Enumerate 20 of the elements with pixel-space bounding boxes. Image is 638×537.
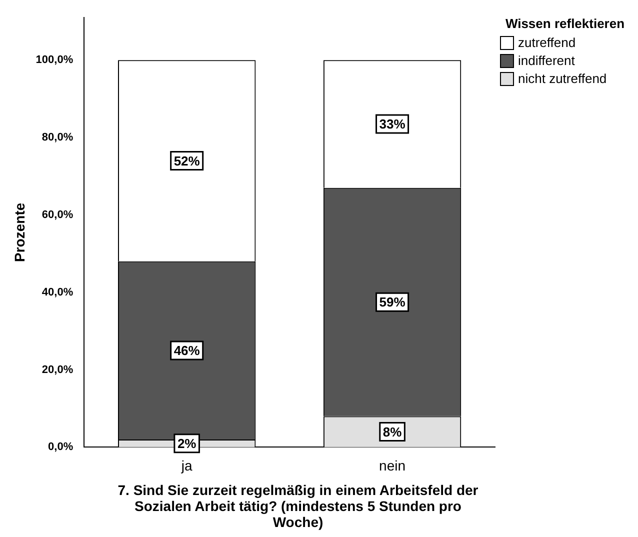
x-axis-title: 7. Sind Sie zurzeit regelmäßig in einem Arbeitsfeld der Sozialen Arbeit tätig? (mindestens 5 Stunden pro Woche) xyxy=(116,482,480,530)
x-tick-label: nein xyxy=(379,457,406,474)
legend-title: Wissen reflektieren xyxy=(504,16,626,31)
legend-label: nicht zutreffend xyxy=(518,71,607,86)
y-tick-label: 80,0% xyxy=(42,132,74,144)
legend-label: indifferent xyxy=(518,53,575,68)
data-label: 59% xyxy=(379,294,406,310)
data-label: 8% xyxy=(382,424,402,440)
text: zutreffend xyxy=(518,35,576,50)
y-tick-label: 100,0% xyxy=(36,54,74,66)
y-tick-label: 20,0% xyxy=(42,364,74,376)
x-tick-label: ja xyxy=(180,457,192,474)
data-label: 46% xyxy=(174,343,200,358)
data-label: 33% xyxy=(379,116,406,132)
y-tick-label: 60,0% xyxy=(42,209,74,222)
y-tick-label: 40,0% xyxy=(42,286,74,298)
y-axis-title: Prozente xyxy=(11,202,28,262)
y-tick-label: 0,0% xyxy=(48,441,74,454)
data-label: 52% xyxy=(174,153,200,168)
data-label: 2% xyxy=(177,436,197,451)
